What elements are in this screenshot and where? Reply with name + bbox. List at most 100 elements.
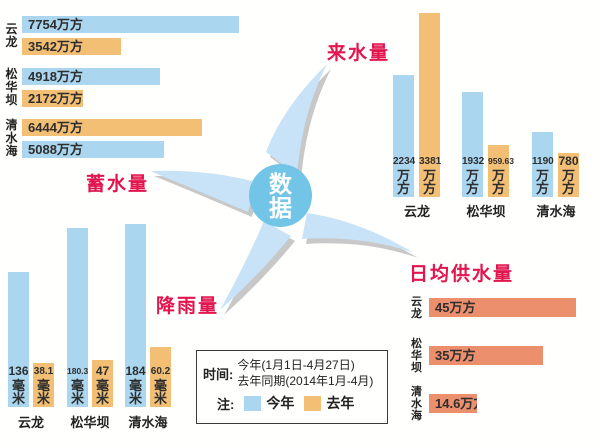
bar-value-unit: 米 [95,391,109,406]
bar-value-number: 3381 [419,156,442,167]
bar-this-year: 45万方 [429,298,576,317]
bar-value: 38.1 毫米 [33,366,54,405]
category-label: 云龙 [403,204,430,219]
legend-note-row: 注: 今年 去年 [217,393,383,413]
bar-value-unit: 毫 [36,378,50,393]
bar-value-unit: 方 [422,181,436,196]
bar-value-number: 47 [95,364,110,378]
this-year-label: 今年 [266,395,295,411]
bar-value-unit: 万 [561,168,575,183]
bar-value-number: 60.2 [150,366,171,377]
bar-last-year: 60.2 毫米 [150,347,171,407]
category-label: 云 龙 [5,22,18,49]
bar-value-unit: 万 [491,168,505,183]
center-label: 数 据 [269,170,292,221]
bar-value-unit: 万 [465,168,479,183]
bar-value: 136 毫米 [8,364,29,406]
legend-box: 时间: 今年(1月1日-4月27日) 去年同期(2014年1月-4月) 注: 今… [196,350,388,424]
bar-value: 3381 万方 [419,156,442,196]
bar-value-unit: 万 [396,168,410,183]
legend-time-this-year: 今年(1月1日-4月27日) [237,358,355,372]
legend-note-label: 注: [217,396,235,412]
bar-last-year: 3381 万方 [419,13,442,197]
bar-this-year: 1190 万方 [532,132,554,197]
bar-value-unit: 方 [535,181,549,196]
category-label: 松 华 坝 [5,67,18,107]
bar-value: 60.2 毫米 [150,366,171,405]
bar-value-unit: 方 [561,181,575,196]
bar-value: 2234 万方 [393,156,415,196]
category-label: 松华坝 [70,415,110,430]
bar-this-year: 4918万方 [22,68,160,85]
bar-this-year: 184 毫米 [125,224,146,407]
legend-time-last-year: 去年同期(2014年1月-4月) [237,374,374,388]
bar-value-number: 180.3 [67,366,89,376]
bar-this-year: 5088万方 [22,141,164,158]
blade-up [266,64,327,175]
category-label: 清 水 海 [411,386,422,422]
category-label: 云 龙 [411,296,422,320]
category-label: 云龙 [17,415,44,430]
bar-last-year: 780 万方 [558,153,579,197]
bar-last-year: 6444万方 [22,119,202,136]
bar-value: 959.63 万方 [488,156,514,195]
bar-value-number: 136 [8,364,29,378]
bar-value: 1932 万方 [462,156,485,196]
bar-value-unit: 毫 [70,378,84,393]
bar-value: 780 万方 [558,154,579,196]
bar-value: 47 毫米 [92,364,113,406]
bar-value-unit: 毫 [128,378,142,393]
bar-value-unit: 毫 [11,378,25,393]
bar-value-unit: 米 [36,391,50,406]
legend-time-row: 时间: 今年(1月1日-4月27日) 去年同期(2014年1月-4月) [203,357,383,389]
section-title-inflow: 来水量 [327,43,391,64]
bar-this-year: 180.3 毫米 [67,228,88,407]
bar-last-year: 3542万方 [22,38,121,55]
blade-left [150,170,256,212]
bar-this-year: 2234 万方 [393,75,415,197]
bar-value-unit: 米 [153,391,167,406]
bar-value-unit: 毫 [95,378,109,393]
last-year-swatch [304,395,322,411]
bar-this-year: 35万方 [429,346,543,365]
bar-value-unit: 方 [396,181,410,196]
bar-value-unit: 毫 [153,378,167,393]
bar-this-year: 7754万方 [22,16,239,33]
bar-value-unit: 米 [70,391,84,406]
bar-value-number: 1932 [462,156,485,167]
bar-value: 1190 万方 [532,156,554,196]
bar-last-year: 959.63 万方 [488,145,514,197]
bar-this-year: 14.6万方 [429,394,477,413]
category-label: 清 水 海 [5,118,18,158]
bar-value-unit: 米 [128,391,142,406]
bar-last-year: 38.1 毫米 [33,363,54,407]
center-circle: 数 据 [249,164,312,227]
this-year-swatch [244,395,262,411]
pinwheel-blades [150,64,414,310]
bar-value: 180.3 毫米 [67,366,88,405]
bar-value-number: 184 [125,364,146,378]
bar-this-year: 136 毫米 [8,272,29,407]
legend-time-label: 时间: [203,366,234,382]
bar-value-number: 959.63 [488,156,514,166]
bar-value-unit: 万 [535,168,549,183]
section-title-supply: 日均供水量 [409,264,515,285]
bar-value-number: 780 [558,154,579,168]
category-label: 松 华 坝 [411,338,422,374]
last-year-label: 去年 [326,395,355,411]
blade-right [302,213,414,253]
bar-this-year: 1932 万方 [462,92,485,197]
bar-value-number: 1190 [532,156,554,167]
bar-value-unit: 米 [11,391,25,406]
bar-value-unit: 方 [465,181,479,196]
category-label: 松华坝 [466,204,506,219]
bar-value-unit: 万 [422,168,436,183]
section-title-rainfall: 降雨量 [156,296,220,317]
bar-value: 184 毫米 [125,364,146,406]
section-title-storage: 蓄水量 [86,174,150,195]
blade-down-left [220,221,291,310]
